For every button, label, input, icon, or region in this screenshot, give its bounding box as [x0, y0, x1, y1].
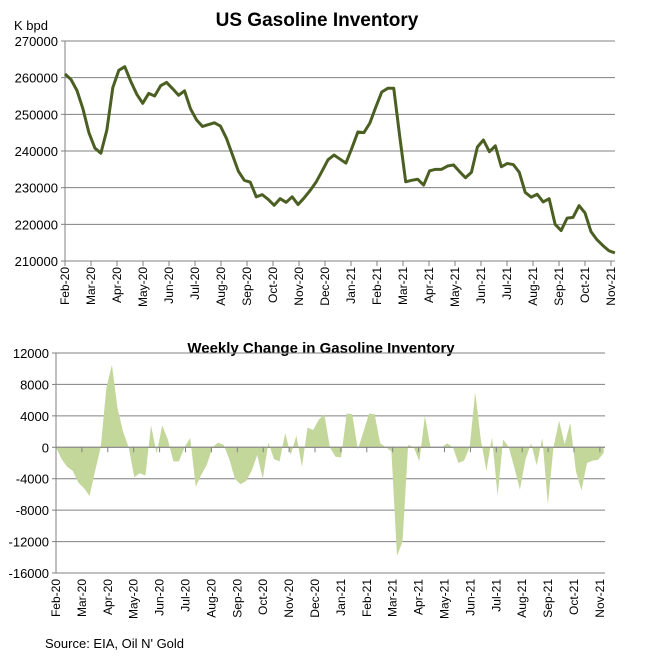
- x-tick-label: Mar-21: [396, 267, 410, 305]
- x-tick-label: Jul-20: [179, 579, 193, 612]
- y-tick-label: 4000: [20, 409, 49, 424]
- x-tick-label: Jun-21: [474, 267, 488, 304]
- x-tick-label: Aug-21: [515, 579, 529, 618]
- x-tick-label: Aug-20: [214, 267, 228, 306]
- y-tick-label: 240000: [15, 144, 58, 159]
- x-tick-label: Mar-20: [84, 267, 98, 305]
- x-tick-label: Jul-21: [489, 579, 503, 612]
- x-tick-label: Sep-20: [230, 579, 244, 618]
- source-note: Source: EIA, Oil N' Gold: [45, 636, 184, 651]
- x-tick-label: May-20: [127, 579, 141, 619]
- x-tick-label: Oct-21: [578, 267, 592, 303]
- y-tick-label: -16000: [9, 566, 49, 581]
- weekly-change-area-chart: 12000800040000-4000-8000-12000-16000Feb-…: [9, 346, 607, 619]
- x-tick-label: May-21: [438, 579, 452, 619]
- x-tick-label: Dec-20: [308, 579, 322, 618]
- x-tick-label: Aug-20: [204, 579, 218, 618]
- x-tick-label: Aug-21: [526, 267, 540, 306]
- x-tick-label: Sep-20: [240, 267, 254, 306]
- x-tick-label: Jan-21: [344, 267, 358, 304]
- inventory-line-chart: 270000 260000 250000 240000 230000 220000 2100…: [15, 34, 618, 307]
- y-tick-label: -12000: [9, 535, 49, 550]
- y-tick-label: 8000: [20, 377, 49, 392]
- y-tick-label: 0: [42, 440, 49, 455]
- chart-title-inventory: US Gasoline Inventory: [216, 10, 419, 31]
- y-tick-label: 210000: [15, 254, 58, 269]
- x-tick-label: Feb-20: [49, 579, 63, 617]
- y-tick-label: 12000: [13, 346, 49, 361]
- y-tick-label: 250000: [15, 107, 58, 122]
- y-axis-label: K bpd: [14, 18, 48, 33]
- y-tick-label: 230000: [15, 181, 58, 196]
- y-tick-label: 270000: [15, 34, 58, 49]
- x-tick-label: Apr-21: [412, 579, 426, 615]
- x-tick-label: May-21: [448, 267, 462, 307]
- x-tick-label: Oct-20: [266, 267, 280, 303]
- x-tick-label: Feb-21: [360, 579, 374, 617]
- x-tick-label: Mar-21: [386, 579, 400, 617]
- x-tick-label: May-20: [136, 267, 150, 307]
- x-tick-label: Apr-20: [101, 579, 115, 615]
- y-tick-label: -8000: [16, 503, 49, 518]
- x-tick-label: Sep-21: [541, 579, 555, 618]
- x-tick-label: Jun-20: [162, 267, 176, 304]
- x-tick-label: Sep-21: [552, 267, 566, 306]
- chart-title-weekly-change: Weekly Change in Gasoline Inventory: [187, 340, 455, 357]
- x-tick-label: Oct-20: [256, 579, 270, 615]
- x-tick-label: Mar-20: [75, 579, 89, 617]
- y-tick-label: 260000: [15, 71, 58, 86]
- x-tick-label: Jan-21: [334, 579, 348, 616]
- x-tick-label: Dec-20: [318, 267, 332, 306]
- x-tick-label: Nov-20: [292, 267, 306, 306]
- y-tick-label: -4000: [16, 472, 49, 487]
- x-tick-label: Nov-20: [282, 579, 296, 618]
- x-tick-label: Feb-21: [370, 267, 384, 305]
- x-tick-label: Nov-21: [593, 579, 607, 618]
- x-tick-label: Oct-21: [567, 579, 581, 615]
- x-tick-label: Apr-21: [422, 267, 436, 303]
- y-tick-label: 220000: [15, 217, 58, 232]
- weekly-change-area: [56, 364, 604, 556]
- x-tick-label: Jun-20: [153, 579, 167, 616]
- inventory-series-line: [63, 65, 616, 255]
- x-tick-label: Jul-21: [500, 267, 514, 300]
- x-tick-label: Feb-20: [58, 267, 72, 305]
- x-tick-label: Apr-20: [110, 267, 124, 303]
- x-tick-label: Jun-21: [463, 579, 477, 616]
- x-tick-label: Nov-21: [604, 267, 618, 306]
- x-tick-label: Jul-20: [188, 267, 202, 300]
